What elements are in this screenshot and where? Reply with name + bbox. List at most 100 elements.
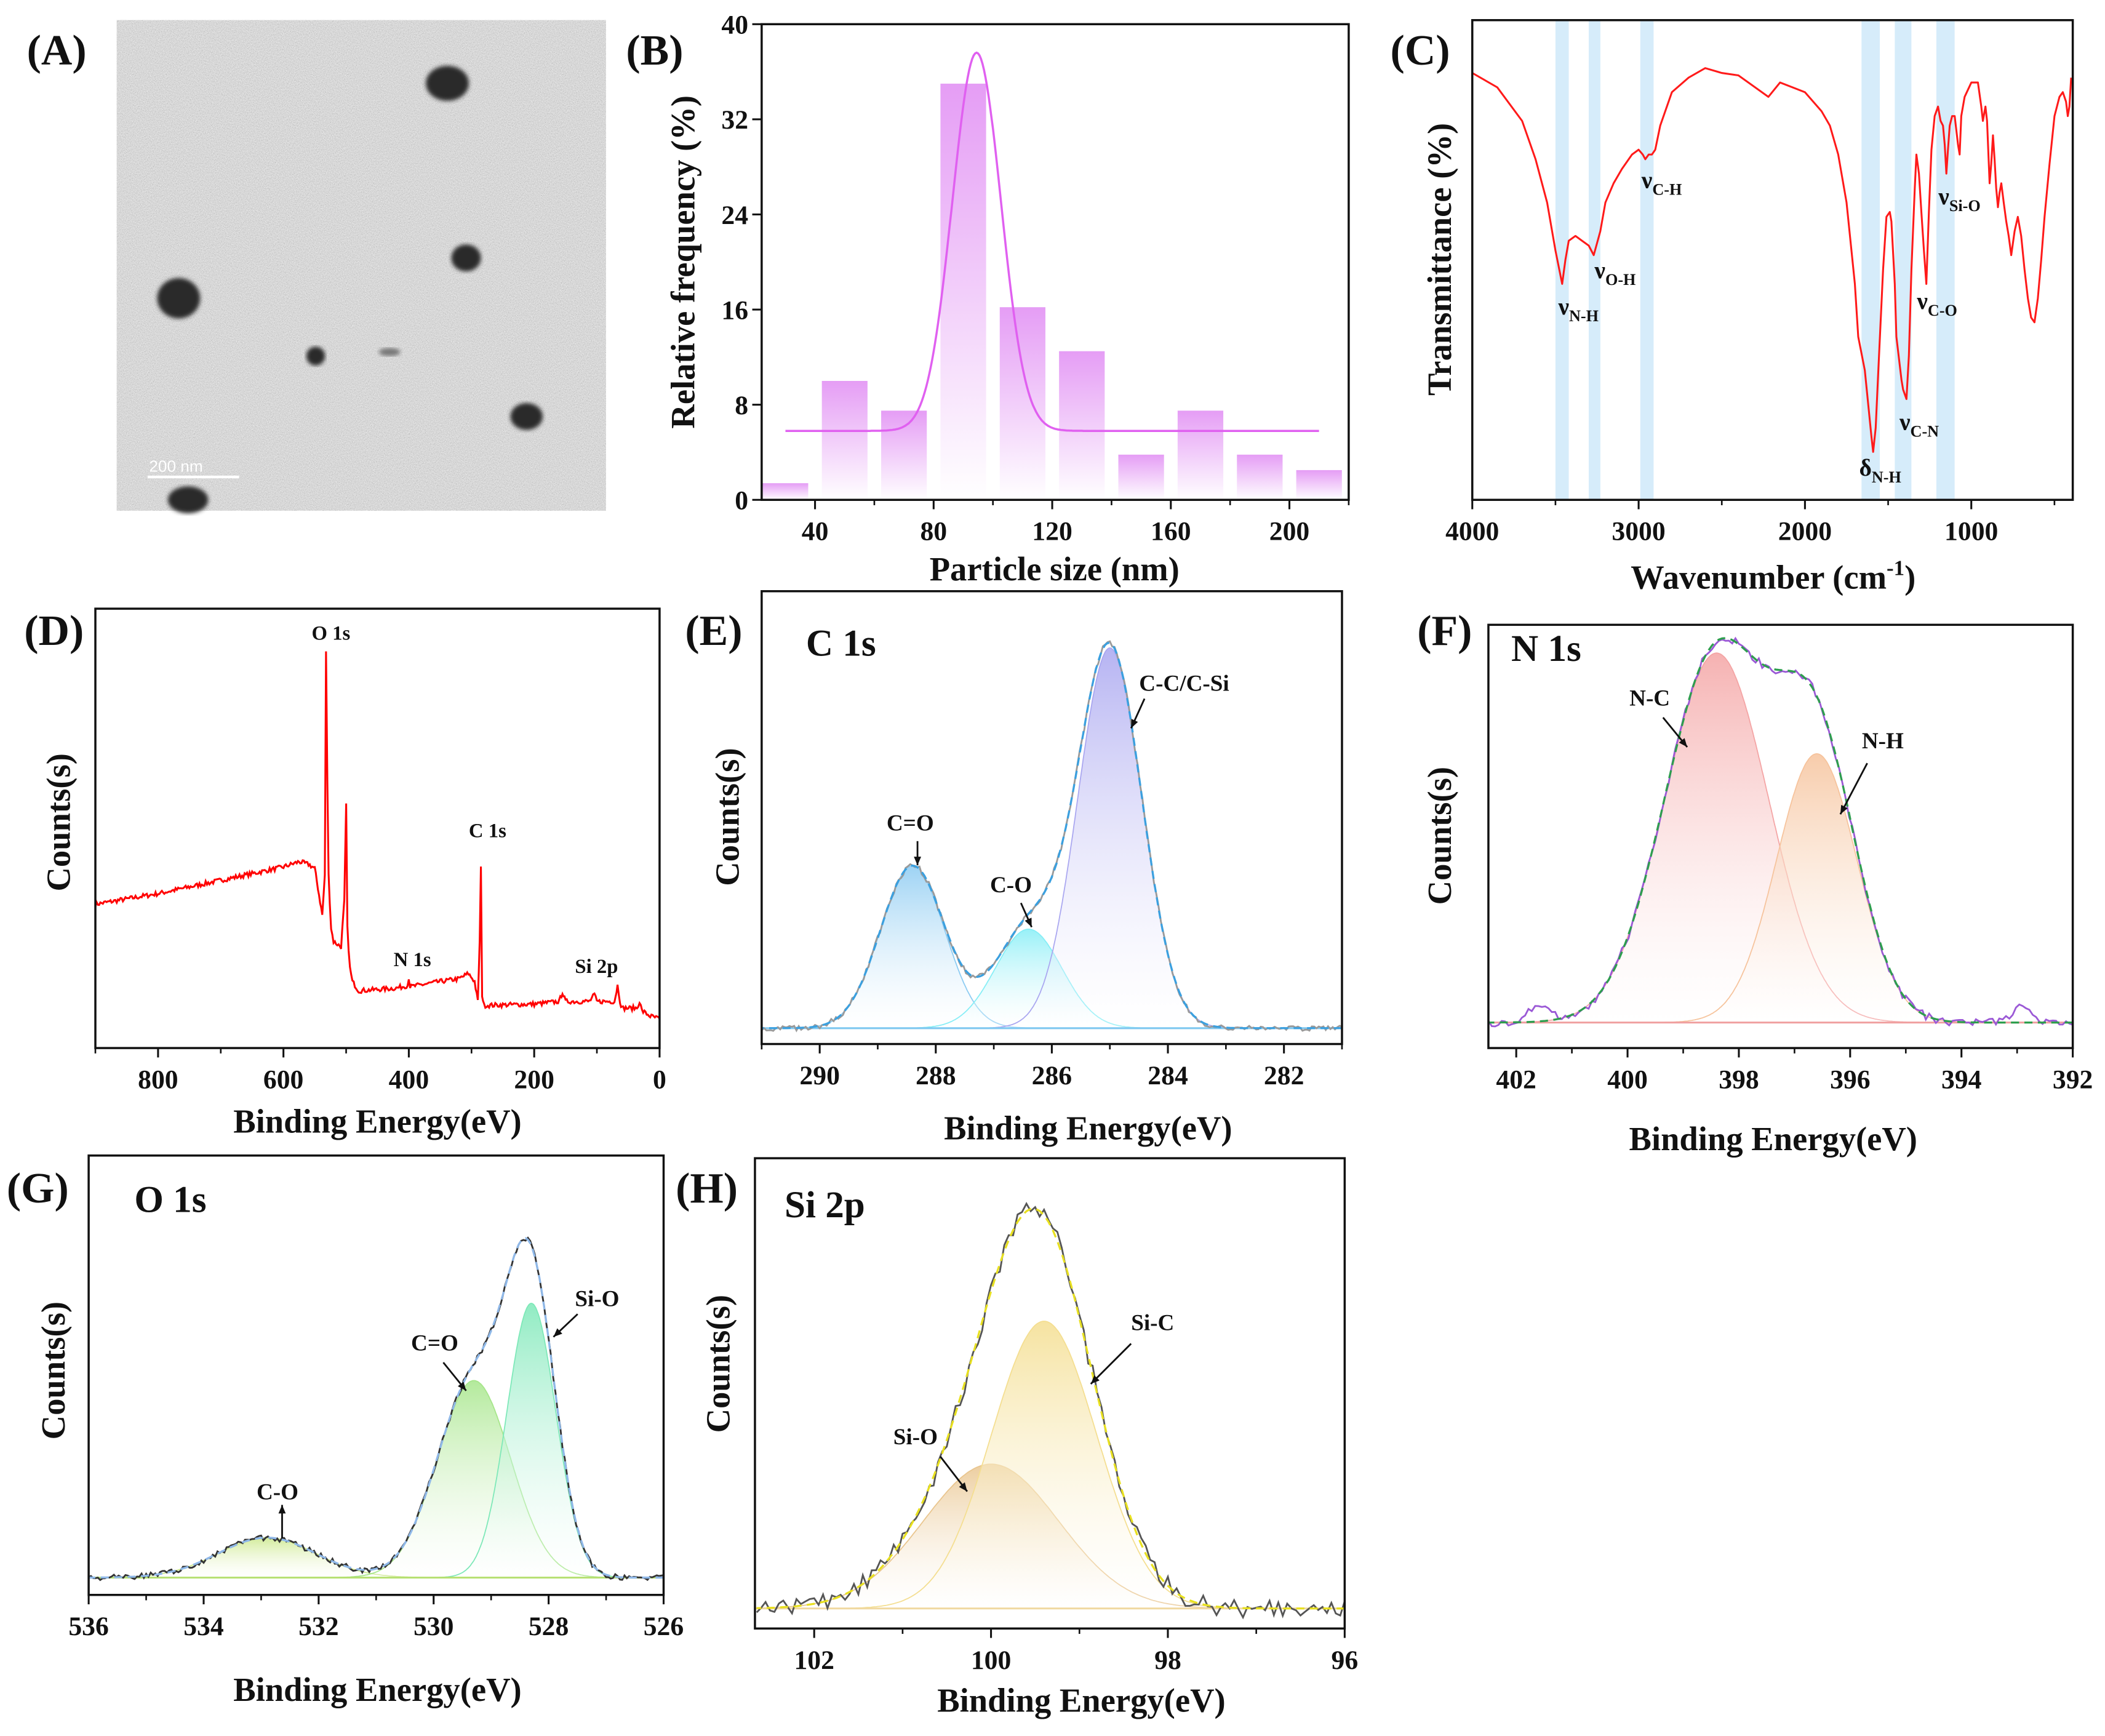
peak-label: N-H bbox=[1862, 729, 1904, 754]
vibration-symbol: ν bbox=[1594, 257, 1605, 284]
peak-label: Si-O bbox=[575, 1286, 619, 1311]
vibration-symbol: ν bbox=[1938, 183, 1949, 210]
nanoparticle bbox=[426, 65, 469, 101]
x-tick-label: 96 bbox=[1332, 1646, 1359, 1675]
arrow-head-icon bbox=[914, 857, 921, 866]
ftir-curve bbox=[1471, 67, 2072, 453]
y-axis-label: Transmittance (%) bbox=[1421, 123, 1458, 396]
arrow-head-icon bbox=[1090, 1375, 1100, 1384]
x-tick-label: 530 bbox=[413, 1612, 453, 1641]
y-axis-label: Counts(s) bbox=[709, 748, 746, 886]
x-axis-label-text: ) bbox=[1904, 558, 1915, 596]
peak-assignment-label: νC-N bbox=[1899, 409, 1939, 441]
x-tick-label: 288 bbox=[916, 1061, 956, 1090]
x-tick-label: 394 bbox=[1941, 1065, 1982, 1095]
absorption-band-highlight bbox=[1895, 20, 1912, 500]
vibration-subscript: N-H bbox=[1569, 307, 1599, 325]
peak-label: O 1s bbox=[311, 622, 350, 644]
x-tick-label: 528 bbox=[529, 1612, 569, 1641]
panel-label: (E) bbox=[685, 607, 742, 655]
x-axis-label: Binding Energy(eV) bbox=[233, 1671, 521, 1708]
x-tick-label: 600 bbox=[263, 1065, 303, 1095]
absorption-band-highlight bbox=[1588, 20, 1600, 500]
y-tick-label: 32 bbox=[721, 105, 748, 135]
x-tick-label: 80 bbox=[920, 517, 947, 546]
peak-label: Si-C bbox=[1131, 1311, 1174, 1336]
raw-spectrum-line bbox=[1487, 636, 2074, 1028]
absorption-band-highlight bbox=[1555, 20, 1569, 500]
vibration-symbol: ν bbox=[1916, 288, 1928, 314]
fitted-peak-area bbox=[770, 1321, 1317, 1609]
x-tick-label: 120 bbox=[1032, 517, 1072, 546]
x-tick-label: 98 bbox=[1154, 1646, 1181, 1675]
y-axis-label: Relative frequency (%) bbox=[665, 95, 702, 429]
peak-label: N 1s bbox=[394, 949, 431, 971]
x-tick-label: 398 bbox=[1719, 1065, 1759, 1095]
panel-d-xps-survey: O 1s C 1s N 1s Si 2p 800 600 400 200 0 (D) Binding… bbox=[24, 607, 666, 1140]
absorption-band-highlight bbox=[1936, 20, 1955, 500]
y-axis-label: Counts(s) bbox=[699, 1295, 737, 1433]
panel-b-size-histogram: 0 8 16 24 32 40 40 80 120 160 200 (B) Particle size … bbox=[626, 10, 1350, 588]
x-tick-label: 0 bbox=[653, 1065, 666, 1095]
plot-frame bbox=[761, 23, 1350, 501]
nanoparticle bbox=[306, 346, 326, 366]
x-axis-label: Binding Energy(eV) bbox=[233, 1103, 521, 1140]
arrow-head-icon bbox=[458, 1382, 466, 1391]
y-tick-label: 16 bbox=[721, 295, 748, 325]
panel-a-tem-image: 200 nm (A) bbox=[27, 20, 606, 514]
arrow-head-icon bbox=[1131, 719, 1138, 729]
y-axis-label: Counts(s) bbox=[40, 753, 78, 891]
fitted-peak-area bbox=[282, 1380, 665, 1578]
x-axis-label: Wavenumber (cm-1) bbox=[1631, 556, 1915, 596]
vibration-subscript: C-O bbox=[1928, 302, 1957, 319]
x-tick-label: 4000 bbox=[1445, 517, 1499, 546]
x-tick-label: 532 bbox=[298, 1612, 338, 1641]
plot-frame bbox=[1487, 623, 2074, 1049]
spectrum-title: O 1s bbox=[134, 1179, 206, 1220]
fit-envelope-line bbox=[756, 1207, 1345, 1610]
x-axis-label: Binding Energy(eV) bbox=[937, 1682, 1225, 1719]
nanoparticle bbox=[510, 403, 543, 430]
panel-label: (C) bbox=[1391, 27, 1450, 74]
x-tick-label: 534 bbox=[183, 1612, 224, 1641]
peak-label: C-C/C-Si bbox=[1139, 671, 1229, 696]
arrow-head-icon bbox=[959, 1482, 967, 1492]
peak-label: C 1s bbox=[469, 820, 506, 842]
arrow-head-icon bbox=[553, 1328, 562, 1337]
plot-frame bbox=[754, 1157, 1346, 1630]
y-axis-label: Counts(s) bbox=[34, 1302, 72, 1439]
nanoparticle bbox=[451, 244, 481, 272]
vibration-subscript: Si-O bbox=[1949, 197, 1981, 215]
x-tick-label: 800 bbox=[138, 1065, 178, 1095]
y-tick-label: 8 bbox=[735, 391, 748, 420]
x-tick-label: 286 bbox=[1032, 1061, 1072, 1090]
panel-label: (B) bbox=[626, 27, 683, 74]
x-tick-label: 160 bbox=[1151, 517, 1191, 546]
scale-bar-label: 200 nm bbox=[149, 457, 202, 475]
spectrum-title: C 1s bbox=[806, 623, 876, 665]
histogram-bar bbox=[1059, 351, 1105, 500]
x-tick-label: 2000 bbox=[1778, 517, 1832, 546]
arrow-head-icon bbox=[1679, 738, 1688, 747]
y-tick-label: 40 bbox=[721, 10, 748, 40]
fit-envelope-line bbox=[1488, 637, 2073, 1024]
peak-label: C=O bbox=[411, 1330, 458, 1356]
x-tick-label: 100 bbox=[971, 1646, 1011, 1675]
plot-frame bbox=[94, 607, 661, 1049]
panel-label: (H) bbox=[676, 1165, 738, 1212]
peak-label: C-O bbox=[990, 873, 1032, 898]
x-tick-label: 40 bbox=[802, 517, 829, 546]
x-tick-label: 290 bbox=[799, 1061, 839, 1090]
y-tick-label: 0 bbox=[735, 486, 748, 516]
x-tick-label: 536 bbox=[68, 1612, 108, 1641]
vibration-subscript: C-N bbox=[1911, 423, 1939, 441]
arrow-head-icon bbox=[1840, 804, 1848, 815]
x-tick-label: 402 bbox=[1496, 1065, 1536, 1095]
panel-e-xps-c1s: C=O C-O C-C/C-Si 290 288 286 284 282 (E) Binding … bbox=[685, 590, 1343, 1147]
vibration-symbol: ν bbox=[1557, 294, 1569, 320]
x-tick-label: 3000 bbox=[1612, 517, 1665, 546]
vibration-symbol: ν bbox=[1899, 409, 1911, 436]
peak-assignment-label: νSi-O bbox=[1938, 183, 1980, 215]
